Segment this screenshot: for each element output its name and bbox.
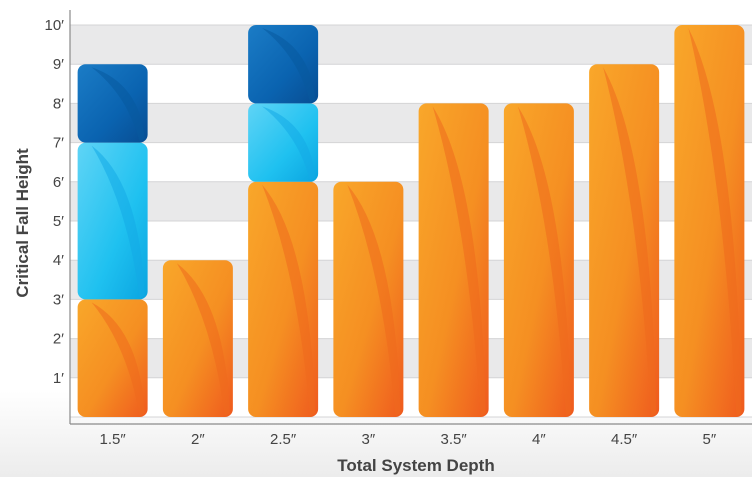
- bar-segment-orange: [503, 103, 574, 418]
- bar-group: [589, 64, 660, 417]
- y-tick-label: 3′: [53, 291, 64, 308]
- y-tick-label: 1′: [53, 370, 64, 387]
- x-tick-label: 3″: [362, 431, 376, 448]
- bar-group: [503, 103, 574, 418]
- bar-segment-orange: [77, 299, 148, 417]
- x-tick-label: 4.5″: [611, 431, 638, 448]
- bar-group: [333, 181, 404, 417]
- bar-segment-orange: [162, 260, 233, 417]
- bar-segment-blue: [77, 64, 148, 143]
- bar-group: [674, 25, 745, 417]
- bar-shade: [91, 67, 145, 142]
- x-axis-title: Total System Depth: [337, 456, 494, 475]
- bar-shade: [91, 302, 145, 416]
- y-tick-label: 6′: [53, 174, 64, 191]
- x-tick-label: 2.5″: [270, 431, 297, 448]
- bar-segment-orange: [333, 181, 404, 417]
- bar-group: [77, 64, 148, 417]
- bar-shade: [517, 106, 571, 417]
- y-tick-label: 7′: [53, 135, 64, 152]
- tick-labels: 1′ 2′ 3′ 4′ 5′ 6′ 7′ 8′ 9′ 10′ 1.5″ 2″ 2.5″ 3″ 3.5″ 4″ 4…: [45, 17, 717, 448]
- bar-segment-orange: [674, 25, 745, 417]
- axes: [69, 10, 752, 425]
- bar-shade: [91, 145, 145, 299]
- bar-shade: [603, 67, 657, 416]
- bar-segment-orange: [589, 64, 660, 417]
- bar-shade: [176, 263, 230, 416]
- x-tick-label: 5″: [703, 431, 717, 448]
- bar-shade: [262, 28, 316, 103]
- bar-group: [248, 25, 319, 417]
- bar-shade: [262, 184, 316, 416]
- y-tick-label: 2′: [53, 331, 64, 348]
- bar-segment-blue: [248, 25, 319, 104]
- bar-segment-cyan: [77, 142, 148, 300]
- bar-shade: [262, 106, 316, 181]
- y-tick-label: 4′: [53, 252, 64, 269]
- bar-shade: [347, 184, 401, 416]
- bar-segment-cyan: [248, 103, 319, 182]
- bar-group: [162, 260, 233, 417]
- bars: [77, 25, 745, 418]
- x-tick-label: 2″: [191, 431, 205, 448]
- y-tick-label: 8′: [53, 95, 64, 112]
- x-tick-label: 4″: [532, 431, 546, 448]
- y-tick-label: 9′: [53, 56, 64, 73]
- x-tick-label: 3.5″: [441, 431, 468, 448]
- bar-group: [418, 103, 489, 418]
- bar-segment-orange: [418, 103, 489, 418]
- bar-segment-orange: [248, 181, 319, 417]
- x-tick-label: 1.5″: [100, 431, 127, 448]
- bar-shade: [688, 28, 742, 416]
- y-tick-label: 10′: [45, 17, 65, 34]
- bar-shade: [432, 106, 486, 417]
- grid-band: [70, 25, 752, 65]
- y-axis-title: Critical Fall Height: [13, 148, 32, 298]
- y-tick-label: 5′: [53, 213, 64, 230]
